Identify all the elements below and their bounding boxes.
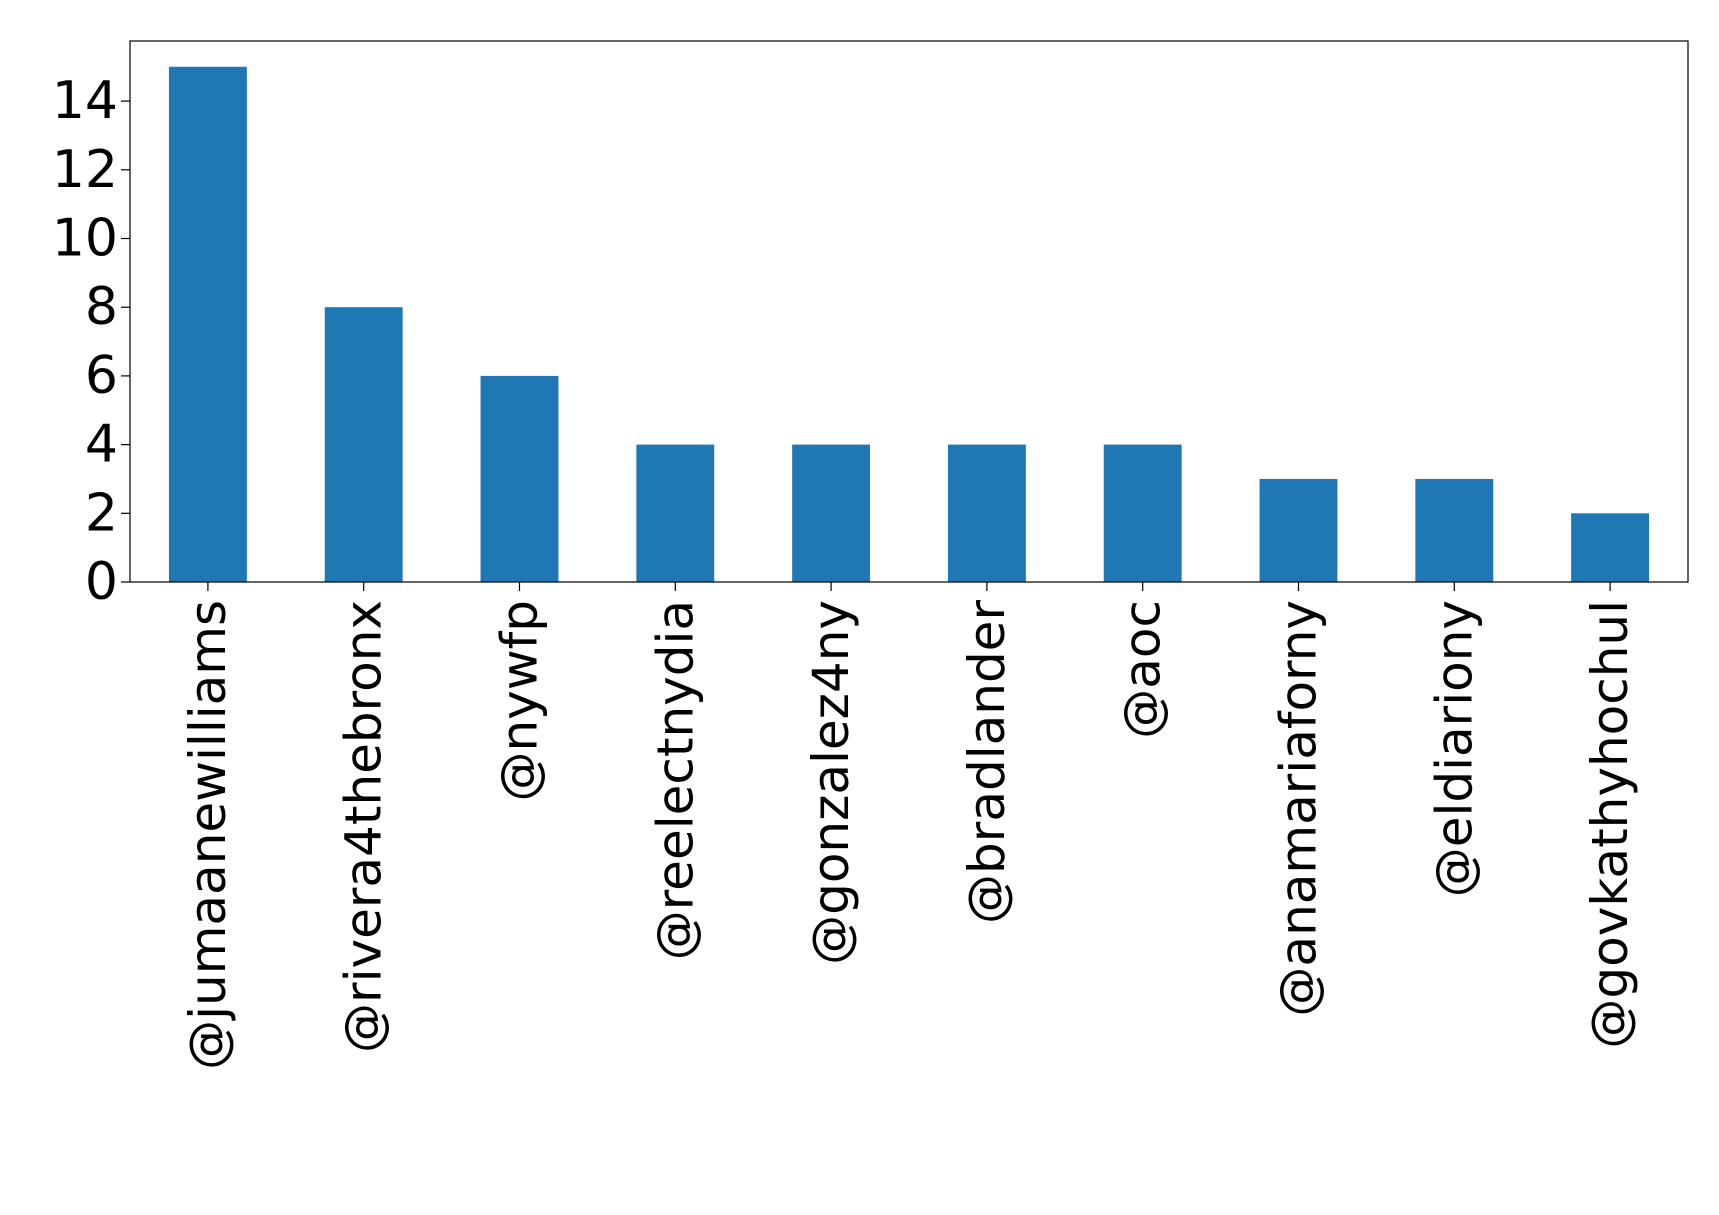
x-tick-label-3: @reelectnydia <box>646 600 704 960</box>
bar-2 <box>480 375 559 582</box>
y-tick-label-7: 14 <box>52 71 118 131</box>
bar-0 <box>168 66 247 582</box>
x-tick-label-4: @gonzalez4ny <box>802 600 860 965</box>
x-tick-label-1: @rivera4thebronx <box>335 600 393 1053</box>
bar-1 <box>324 307 403 582</box>
bar-7 <box>1259 478 1338 582</box>
y-tick-label-0: 0 <box>85 552 118 612</box>
bars-group <box>168 66 1650 582</box>
bar-8 <box>1415 478 1494 582</box>
x-axis: @jumaanewilliams @rivera4thebronx @nywfp @r… <box>179 582 1639 1070</box>
x-tick-label-9: @govkathyhochul <box>1581 600 1639 1049</box>
y-tick-label-5: 10 <box>52 209 118 269</box>
bar-4 <box>792 444 871 582</box>
y-tick-label-6: 12 <box>52 140 118 200</box>
y-tick-label-1: 2 <box>85 483 118 543</box>
y-axis: 0 2 4 6 8 10 12 14 <box>52 71 130 612</box>
x-tick-label-5: @bradlander <box>958 600 1016 924</box>
x-tick-label-2: @nywfp <box>491 600 549 802</box>
bar-6 <box>1103 444 1182 582</box>
x-tick-label-6: @aoc <box>1114 600 1172 739</box>
y-tick-label-4: 8 <box>85 277 118 337</box>
y-tick-label-2: 4 <box>85 415 118 475</box>
bar-9 <box>1571 513 1650 582</box>
x-tick-label-8: @eldiariony <box>1425 600 1483 897</box>
x-tick-label-7: @anamariaforny <box>1270 600 1328 1017</box>
bar-5 <box>947 444 1026 582</box>
bar-3 <box>636 444 715 582</box>
plot-frame <box>129 40 1689 583</box>
x-tick-label-0: @jumaanewilliams <box>179 600 237 1070</box>
y-tick-label-3: 6 <box>85 346 118 406</box>
